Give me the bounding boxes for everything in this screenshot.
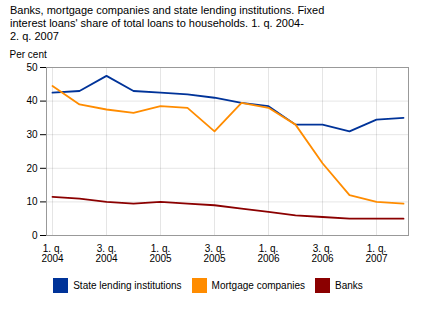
svg-text:10: 10: [26, 196, 38, 207]
svg-text:40: 40: [26, 95, 38, 106]
svg-text:1. q.2004: 1. q.2004: [41, 243, 64, 264]
svg-text:30: 30: [26, 129, 38, 140]
svg-text:1. q.2005: 1. q.2005: [149, 243, 172, 264]
svg-text:1. q.2007: 1. q.2007: [365, 243, 388, 264]
html-text:State lending institutions: State lending institutions: [73, 280, 182, 291]
svg-text:3. q.2006: 3. q.2006: [311, 243, 334, 264]
svg-text:3. q.2005: 3. q.2005: [203, 243, 226, 264]
svg-text:3. q.2004: 3. q.2004: [95, 243, 118, 264]
svg-text:Per cent: Per cent: [10, 49, 47, 60]
svg-text:20: 20: [26, 163, 38, 174]
html-text:Banks: Banks: [335, 280, 363, 291]
svg-text:1. q.2006: 1. q.2006: [257, 243, 280, 264]
svg-text:0: 0: [32, 230, 38, 241]
html-text:Mortgage companies: Mortgage companies: [211, 280, 305, 291]
svg-text:50: 50: [26, 62, 38, 73]
html-text:Banks, mortgage companies and: Banks, mortgage companies and state lend…: [10, 4, 325, 42]
